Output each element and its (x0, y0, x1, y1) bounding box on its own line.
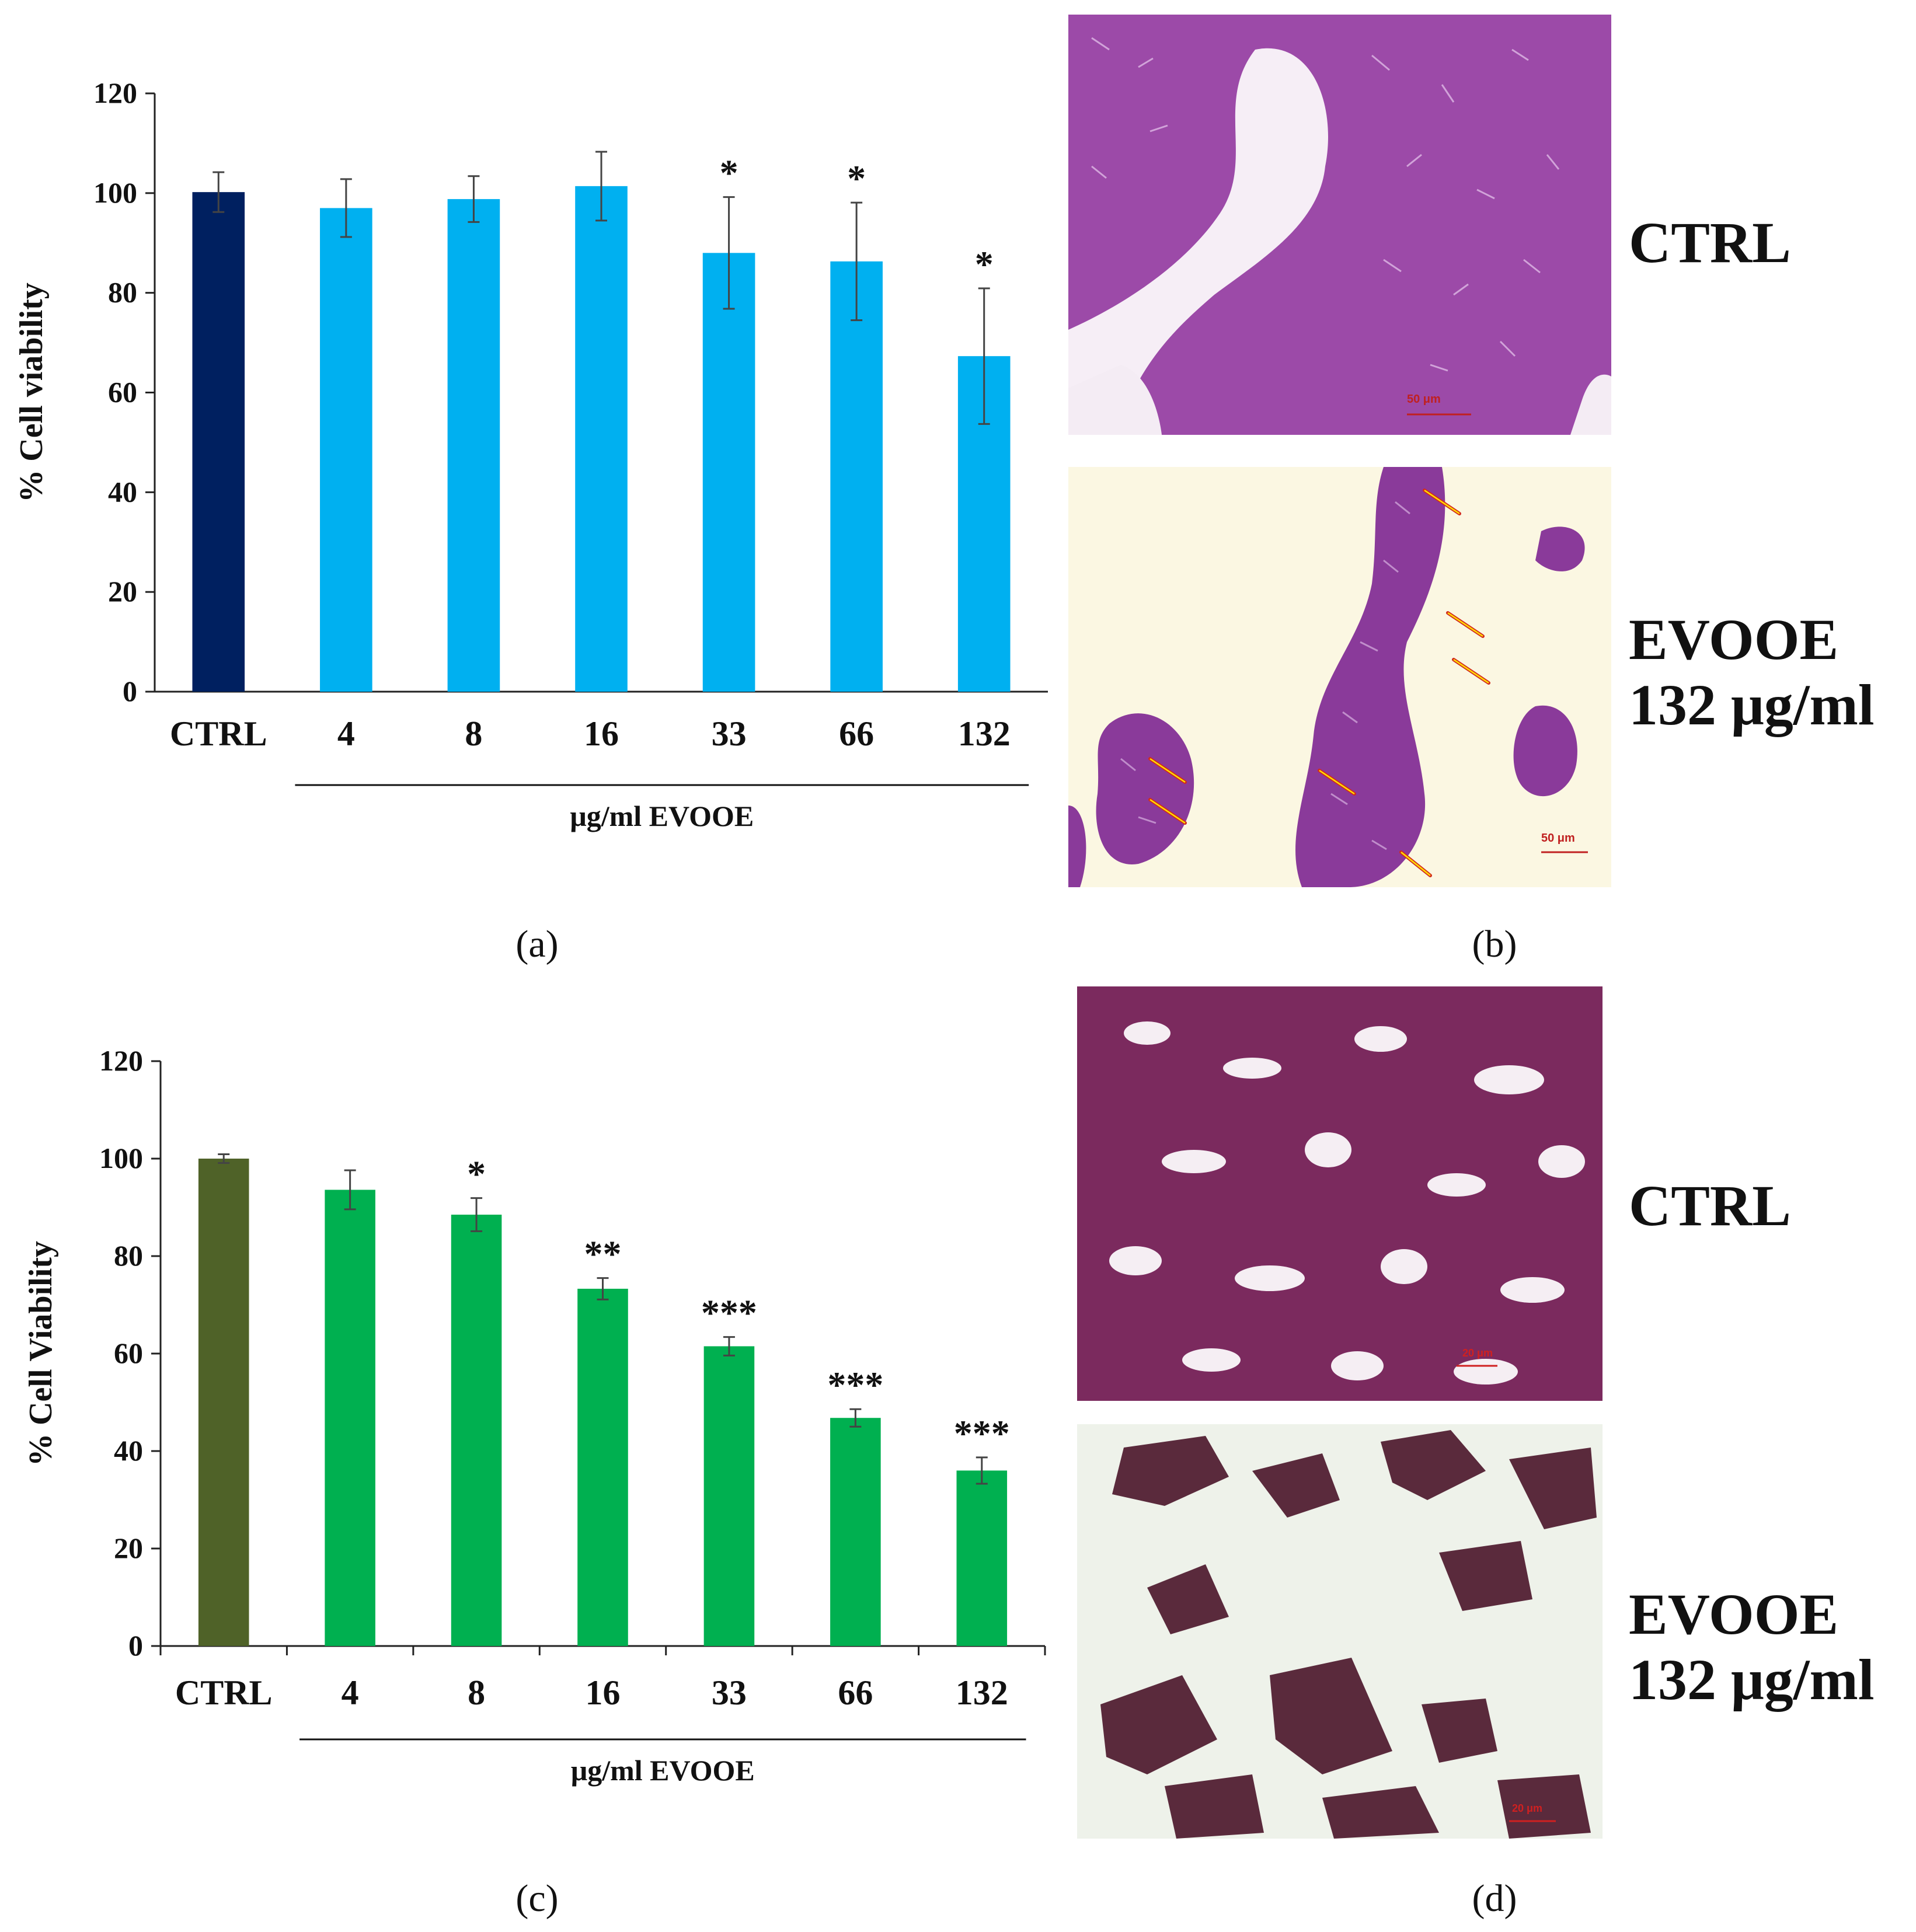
scale-bar-label-d-top: 20 μm (1462, 1347, 1493, 1359)
micrograph-d-evooe: 20 μm (1077, 1424, 1603, 1839)
bar-16 (575, 186, 628, 692)
bar-66 (830, 1418, 881, 1646)
significance-marker: * (847, 158, 866, 199)
x-category-label: 33 (712, 1673, 747, 1712)
label-b-evooe: EVOOE 132 μg/ml (1629, 607, 1875, 737)
y-tick-label: 60 (114, 1337, 143, 1369)
x-category-label: 33 (712, 714, 747, 753)
label-d-evooe: EVOOE 132 μg/ml (1629, 1582, 1875, 1712)
y-tick-label: 100 (99, 1142, 143, 1174)
x-category-label: 8 (465, 714, 482, 753)
significance-marker: *** (954, 1413, 1010, 1454)
significance-marker: * (975, 243, 994, 285)
scale-bar-label-d-bottom: 20 μm (1512, 1802, 1543, 1814)
chart-c-cell-viability: 0 20 40 60 80 100 120 CTRL 4 * 8 ** 16 *** 33 *** 66 *** 1… (23, 1044, 1046, 1787)
label-b-ctrl: CTRL (1629, 210, 1791, 275)
group-label: μg/ml EVOOE (570, 800, 754, 832)
y-tick-label: 120 (99, 1044, 143, 1077)
y-tick-label: 80 (108, 276, 137, 309)
panel-letter-c: (c) (515, 1877, 559, 1920)
micrograph-b-evooe: 50 μm (1068, 467, 1611, 887)
y-tick-label: 60 (108, 376, 137, 409)
label-d-ctrl: CTRL (1629, 1173, 1791, 1238)
significance-marker: *** (827, 1364, 883, 1406)
x-category-label: 8 (468, 1673, 485, 1712)
y-tick-label: 20 (114, 1532, 143, 1564)
group-label: μg/ml EVOOE (571, 1754, 755, 1787)
y-tick-label: 40 (108, 475, 137, 508)
bar-CTRL (198, 1159, 249, 1646)
x-category-label: 66 (838, 1673, 873, 1712)
bar-66 (830, 261, 883, 692)
y-tick-label: 0 (128, 1629, 143, 1662)
x-category-label: 4 (342, 1673, 359, 1712)
significance-marker: * (467, 1153, 486, 1195)
y-tick-label: 80 (114, 1239, 143, 1272)
y-tick-label: 40 (114, 1434, 143, 1467)
y-axis-title: % Cell viability (13, 283, 50, 502)
bar-16 (577, 1288, 628, 1646)
significance-marker: * (720, 152, 738, 194)
micrograph-b-ctrl: 50 μm (1068, 15, 1611, 435)
micrograph-d-ctrl: 20 μm (1077, 986, 1603, 1401)
bar-CTRL (192, 192, 245, 692)
y-axis-title: % Cell Viability (23, 1241, 59, 1466)
panel-letter-a: (a) (515, 923, 559, 965)
bar-132 (956, 1470, 1008, 1646)
bar-8 (451, 1215, 502, 1646)
bar-33 (703, 1346, 755, 1646)
x-category-label: 16 (584, 714, 619, 753)
significance-marker: ** (584, 1233, 622, 1275)
x-category-label: 132 (958, 714, 1011, 753)
x-category-label: 132 (956, 1673, 1008, 1712)
x-category-label: 16 (586, 1673, 621, 1712)
x-category-label: CTRL (170, 714, 267, 753)
y-tick-label: 120 (93, 76, 137, 109)
chart-a-cell-viability: 0 20 40 60 80 100 120 CTRL 4 8 16 * 33 * 66 * 132 μg/ml E… (13, 76, 1048, 832)
significance-marker: *** (701, 1292, 757, 1334)
y-tick-label: 100 (93, 176, 137, 209)
bar-33 (702, 253, 755, 692)
scale-bar-label-b-bottom: 50 μm (1541, 832, 1575, 845)
y-tick-label: 20 (108, 575, 137, 608)
panel-letter-b: (b) (1472, 923, 1517, 965)
bar-4 (325, 1190, 375, 1646)
bar-8 (447, 199, 500, 692)
y-tick-label: 0 (123, 675, 137, 707)
bar-4 (320, 208, 372, 692)
x-category-label: CTRL (175, 1673, 273, 1712)
x-category-label: 4 (337, 714, 355, 753)
panel-letter-d: (d) (1472, 1877, 1517, 1920)
scale-bar-label-b-top: 50 μm (1407, 393, 1441, 406)
x-category-label: 66 (839, 714, 874, 753)
